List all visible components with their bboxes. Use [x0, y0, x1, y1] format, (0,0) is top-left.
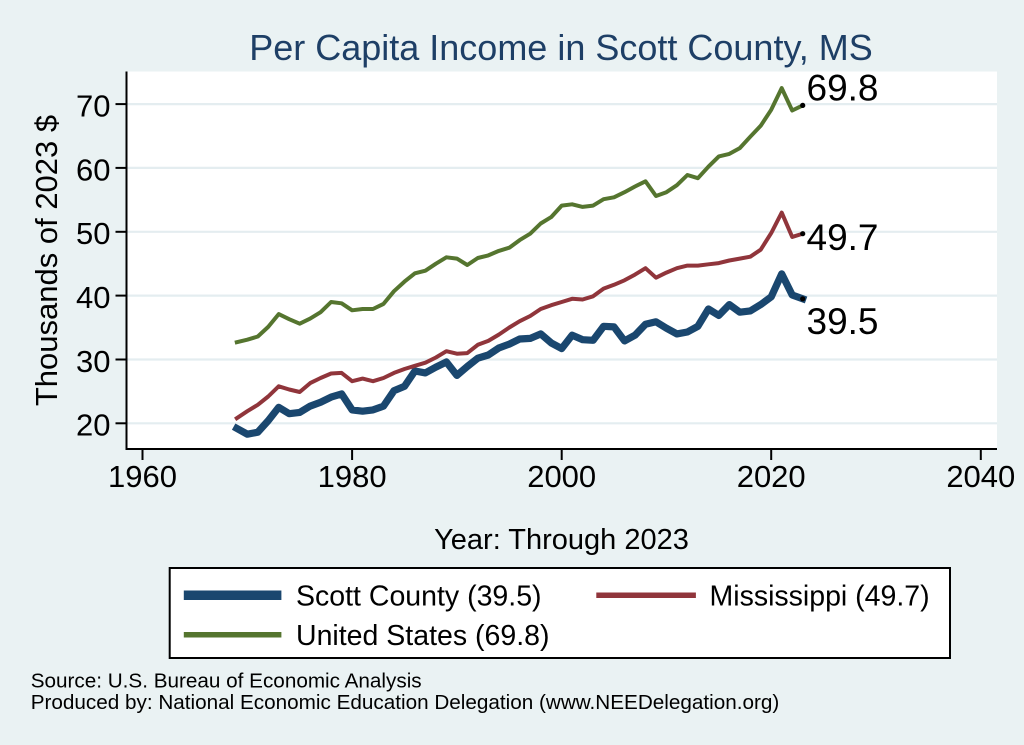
svg-text:49.7: 49.7 — [807, 217, 879, 258]
svg-text:1960: 1960 — [108, 459, 177, 494]
svg-text:70: 70 — [76, 89, 110, 124]
svg-text:Year: Through 2023: Year: Through 2023 — [434, 524, 689, 556]
svg-text:50: 50 — [76, 216, 110, 251]
svg-text:Per Capita Income in Scott Cou: Per Capita Income in Scott County, MS — [249, 27, 873, 68]
svg-text:39.5: 39.5 — [807, 301, 879, 342]
svg-text:Scott County (39.5): Scott County (39.5) — [296, 580, 542, 612]
svg-text:Mississippi (49.7): Mississippi (49.7) — [710, 580, 930, 612]
svg-text:2040: 2040 — [946, 459, 1015, 494]
svg-text:30: 30 — [76, 344, 110, 379]
svg-text:40: 40 — [76, 280, 110, 315]
svg-text:United States (69.8): United States (69.8) — [296, 620, 549, 652]
svg-text:69.8: 69.8 — [807, 68, 879, 109]
svg-text:2000: 2000 — [527, 459, 596, 494]
svg-text:1980: 1980 — [318, 459, 387, 494]
svg-text:Produced by: National Economic: Produced by: National Economic Education… — [31, 691, 780, 714]
svg-text:Source: U.S. Bureau of Economi: Source: U.S. Bureau of Economic Analysis — [31, 670, 422, 693]
svg-text:Thousands of 2023 $: Thousands of 2023 $ — [29, 115, 64, 406]
svg-text:60: 60 — [76, 152, 110, 187]
svg-text:2020: 2020 — [737, 459, 806, 494]
svg-text:20: 20 — [76, 408, 110, 443]
